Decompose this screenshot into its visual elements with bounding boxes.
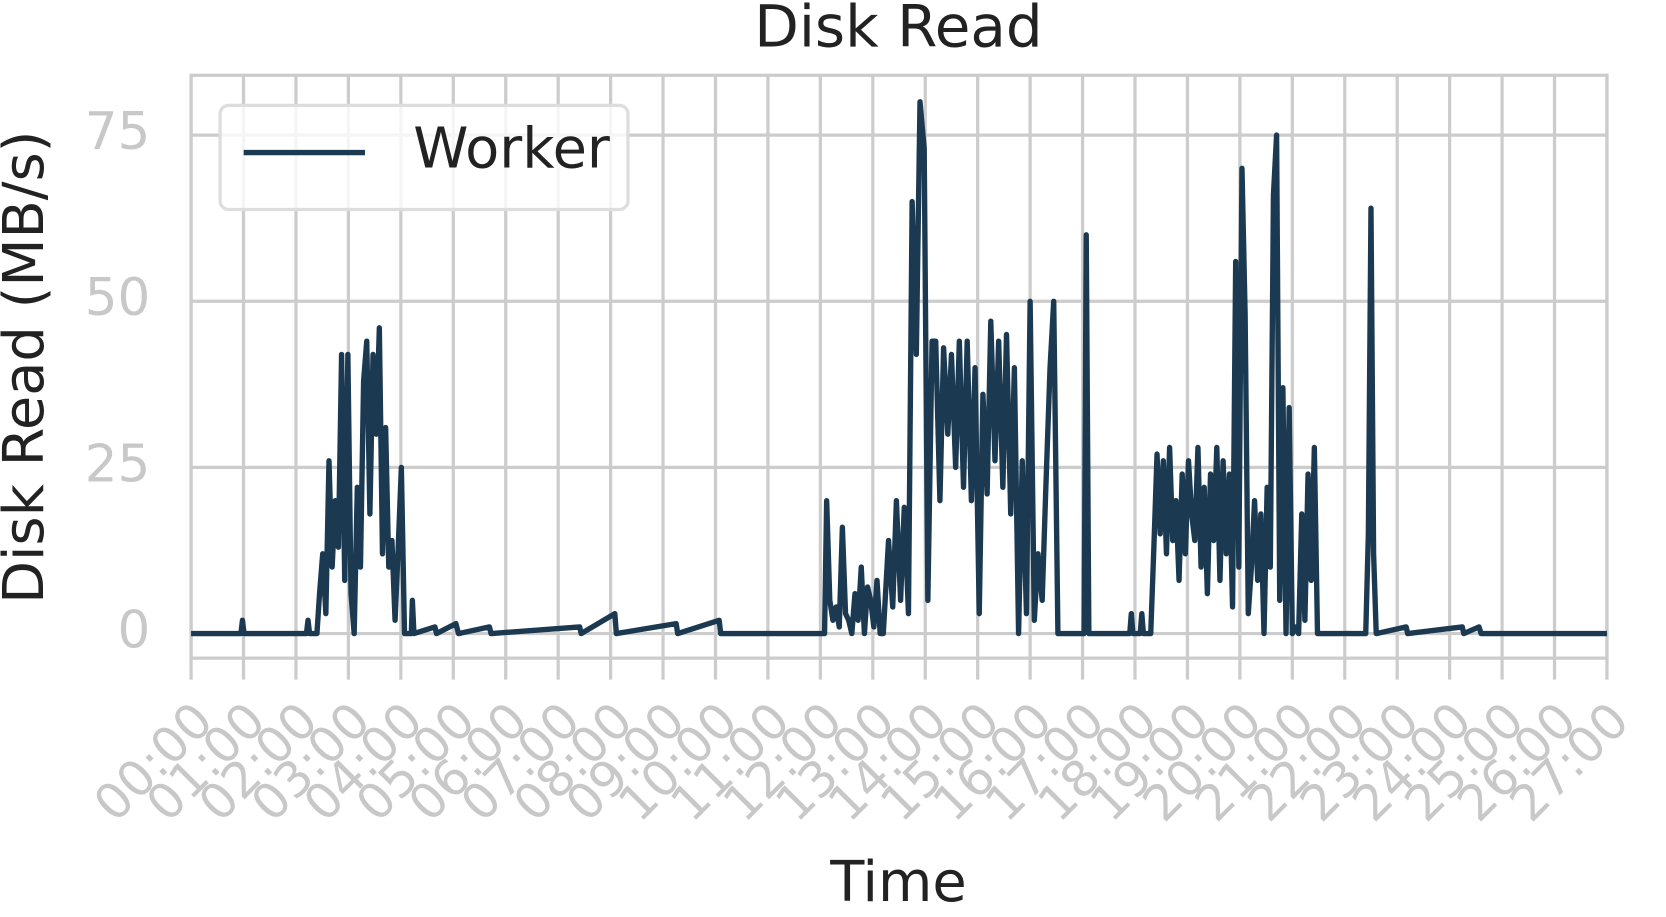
y-tick-label: 50 <box>85 268 151 328</box>
legend-label: Worker <box>413 117 610 182</box>
y-tick-label: 25 <box>85 434 151 494</box>
x-axis-label: Time <box>829 850 967 915</box>
y-tick-label: 0 <box>118 601 151 661</box>
chart-title: Disk Read <box>754 0 1043 60</box>
line <box>191 99 1607 637</box>
plot-frame <box>189 73 1609 660</box>
y-tick-label: 75 <box>85 102 151 162</box>
y-axis-label: Disk Read (MB/s) <box>0 131 57 604</box>
legend-box <box>218 103 630 212</box>
